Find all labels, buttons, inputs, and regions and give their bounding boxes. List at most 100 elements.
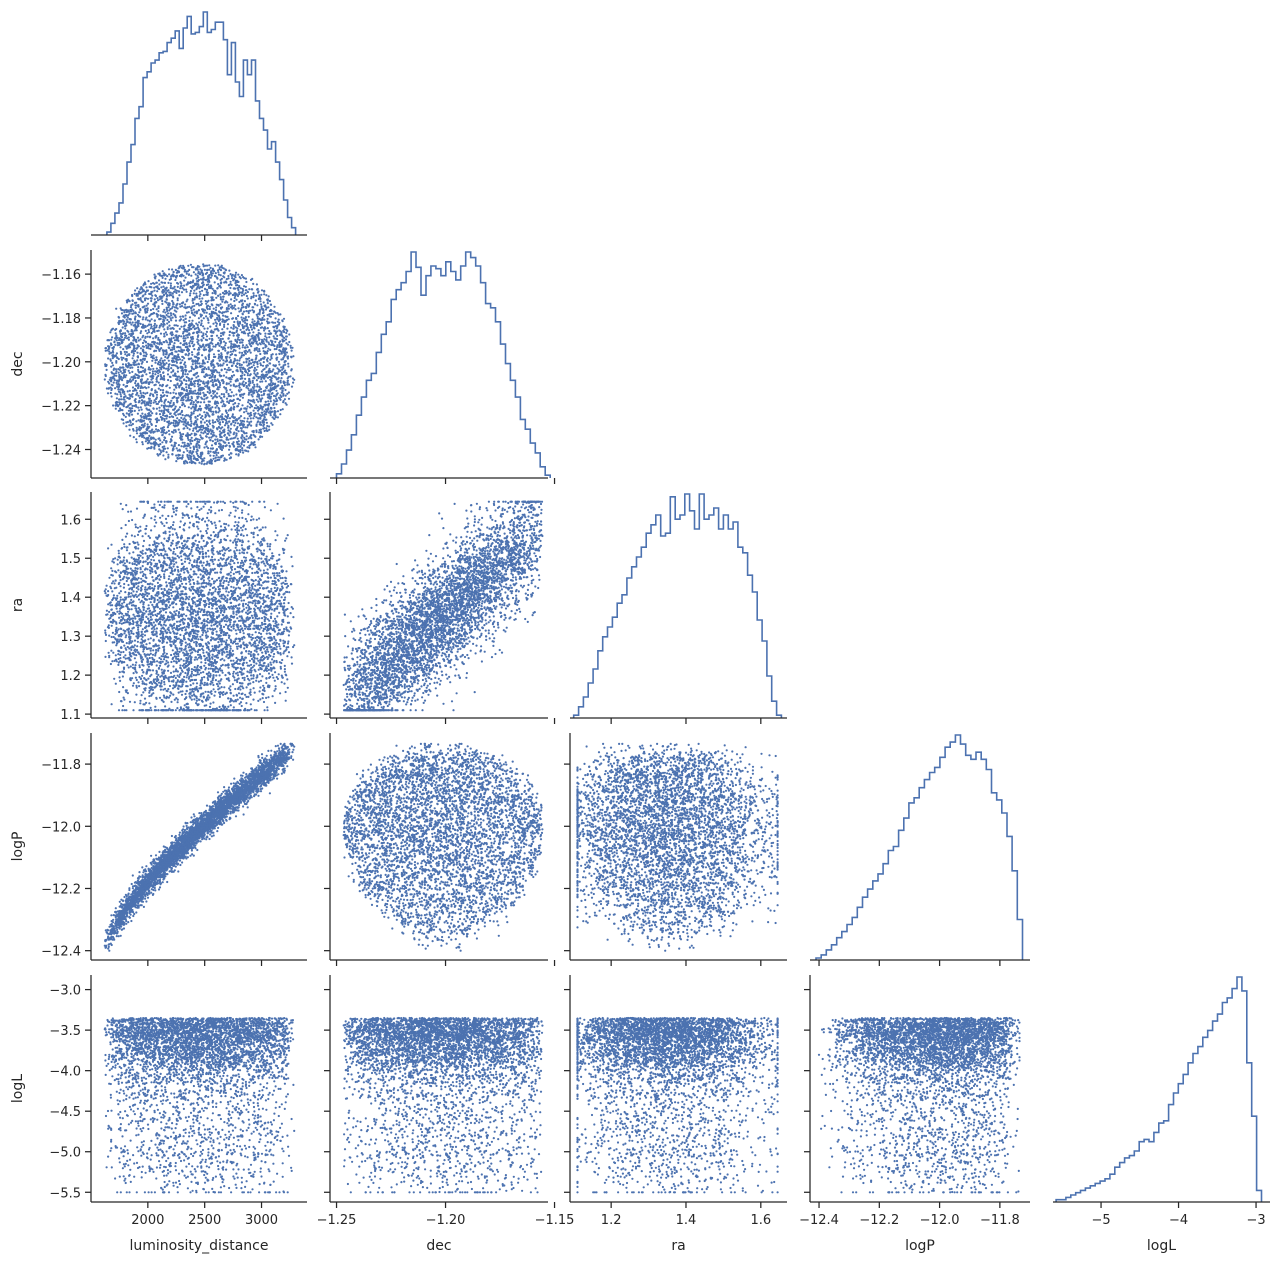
scatter-point (125, 310, 128, 314)
scatter-point (185, 353, 188, 356)
scatter-point (115, 307, 118, 310)
scatter-point (286, 355, 289, 358)
scatter-point (169, 312, 172, 315)
scatter-point (272, 374, 275, 377)
scatter-point (196, 326, 200, 329)
scatter-point (264, 400, 267, 403)
scatter-point (149, 414, 152, 417)
scatter-point (284, 363, 287, 366)
scatter-point (137, 585, 140, 588)
scatter-point (234, 402, 237, 405)
scatter-point (218, 430, 221, 433)
scatter-point (177, 290, 180, 293)
scatter-point (192, 325, 195, 328)
scatter-point (202, 336, 205, 340)
scatter-point (215, 379, 218, 382)
scatter-point (177, 413, 180, 416)
scatter-point (241, 516, 244, 520)
scatter-point (229, 306, 233, 309)
scatter-point (153, 286, 156, 289)
scatter-point (271, 312, 274, 315)
scatter-point (154, 373, 157, 376)
scatter-point (175, 291, 178, 294)
scatter-point (230, 312, 233, 315)
scatter-point (265, 410, 269, 413)
scatter-point (171, 295, 175, 298)
scatter-point (124, 415, 127, 418)
scatter-point (190, 322, 193, 325)
scatter-point (271, 582, 274, 585)
scatter-point (224, 344, 227, 347)
scatter-point (110, 371, 113, 374)
scatter-point (241, 291, 244, 294)
scatter-point (267, 295, 270, 298)
scatter-point (275, 331, 278, 334)
scatter-point (260, 390, 263, 393)
scatter-point (245, 294, 248, 298)
scatter-point (198, 304, 201, 307)
scatter-point (266, 298, 269, 301)
scatter-point (123, 398, 126, 401)
scatter-point (233, 331, 236, 335)
scatter-point (200, 269, 203, 272)
scatter-point (151, 370, 154, 373)
scatter-point (219, 383, 222, 387)
scatter-point (188, 305, 191, 308)
scatter-point (186, 449, 189, 452)
scatter-point (193, 456, 196, 459)
scatter-point (155, 358, 158, 361)
scatter-point (145, 373, 148, 376)
scatter-point (167, 453, 170, 456)
scatter-point (173, 290, 176, 293)
scatter-point (228, 453, 231, 456)
scatter-point (196, 442, 199, 445)
scatter-point (166, 327, 169, 331)
scatter-point (239, 287, 242, 290)
scatter-point (185, 311, 189, 314)
scatter-point (266, 424, 269, 428)
scatter-point (196, 274, 199, 277)
scatter-point (264, 304, 267, 307)
scatter-point (208, 347, 211, 350)
scatter-point (248, 359, 251, 363)
scatter-point (198, 405, 202, 408)
scatter-point (273, 574, 276, 577)
scatter-point (132, 429, 135, 432)
scatter-point (198, 426, 201, 429)
scatter-point (148, 323, 151, 326)
scatter-point (243, 407, 246, 410)
scatter-point (236, 370, 239, 373)
scatter-point (247, 437, 250, 440)
scatter-point (269, 308, 272, 312)
scatter-point (153, 303, 156, 306)
scatter-point (155, 393, 159, 396)
scatter-point (212, 330, 215, 333)
scatter-point (172, 369, 175, 372)
scatter-point (262, 419, 265, 422)
scatter-point (141, 412, 144, 415)
scatter-point (184, 366, 187, 369)
scatter-point (246, 346, 249, 349)
scatter-point (210, 361, 213, 364)
scatter-point (131, 386, 135, 389)
scatter-point (256, 315, 259, 318)
scatter-point (291, 377, 294, 380)
scatter-point (240, 294, 243, 297)
scatter-point (158, 287, 161, 291)
scatter-point (210, 375, 213, 378)
scatter-point (134, 315, 137, 318)
scatter-point (183, 405, 186, 408)
scatter-point (267, 389, 270, 392)
scatter-point (228, 269, 231, 272)
scatter-point (195, 322, 198, 325)
scatter-point (173, 309, 176, 312)
scatter-point (157, 305, 160, 308)
scatter-point (139, 322, 142, 325)
scatter-point (225, 315, 228, 318)
scatter-point (192, 331, 195, 334)
scatter-point (274, 414, 277, 417)
scatter-point (150, 312, 153, 316)
scatter-point (180, 399, 183, 402)
scatter-point (246, 426, 249, 429)
scatter-point (186, 435, 189, 438)
